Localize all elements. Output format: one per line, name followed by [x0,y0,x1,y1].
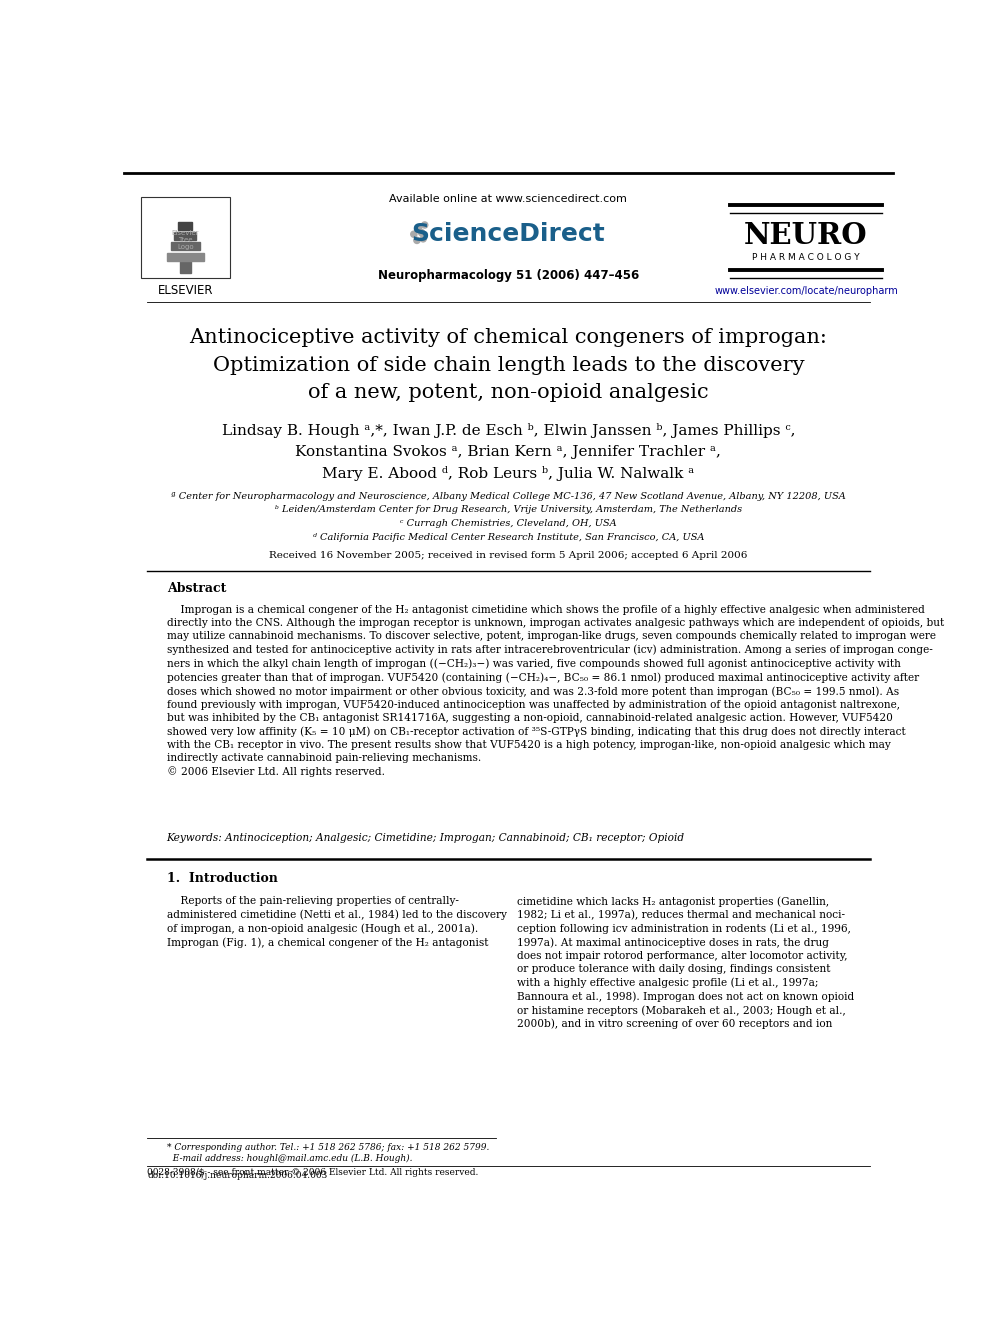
Circle shape [422,222,428,228]
Bar [141,197,230,278]
Text: NEURO: NEURO [744,221,868,250]
Circle shape [411,232,417,237]
Text: 1.  Introduction: 1. Introduction [167,872,278,885]
Text: Lindsay B. Hough ᵃ,*, Iwan J.P. de Esch ᵇ, Elwin Janssen ᵇ, James Phillips ᶜ,: Lindsay B. Hough ᵃ,*, Iwan J.P. de Esch … [221,423,796,438]
Bar [171,242,200,250]
Text: Abstract: Abstract [167,582,226,595]
Circle shape [414,237,420,243]
Text: ᶜ Curragh Chemistries, Cleveland, OH, USA: ᶜ Curragh Chemistries, Cleveland, OH, US… [400,519,617,528]
Bar [179,222,192,230]
Text: ᵈ California Pacific Medical Center Research Institute, San Francisco, CA, USA: ᵈ California Pacific Medical Center Rese… [312,533,704,542]
Text: ᵇ Leiden/Amsterdam Center for Drug Research, Vrije University, Amsterdam, The Ne: ᵇ Leiden/Amsterdam Center for Drug Resea… [275,505,742,515]
Bar [180,259,190,273]
Text: Received 16 November 2005; received in revised form 5 April 2006; accepted 6 Apr: Received 16 November 2005; received in r… [269,550,748,560]
Bar [167,254,203,261]
Circle shape [419,230,425,235]
Text: P H A R M A C O L O G Y: P H A R M A C O L O G Y [752,253,860,262]
Text: Improgan is a chemical congener of the H₂ antagonist cimetidine which shows the : Improgan is a chemical congener of the H… [167,606,943,777]
Text: Available online at www.sciencedirect.com: Available online at www.sciencedirect.co… [390,193,627,204]
Text: doi:10.1016/j.neuropharm.2006.04.003: doi:10.1016/j.neuropharm.2006.04.003 [147,1171,327,1180]
Bar [175,232,196,239]
Text: of a new, potent, non-opioid analgesic: of a new, potent, non-opioid analgesic [309,384,708,402]
Text: ScienceDirect: ScienceDirect [412,222,605,246]
Text: Antinociceptive activity of chemical congeners of improgan:: Antinociceptive activity of chemical con… [189,328,827,347]
Text: ª Center for Neuropharmacology and Neuroscience, Albany Medical College MC-136, : ª Center for Neuropharmacology and Neuro… [171,492,846,500]
Text: www.elsevier.com/locate/neuropharm: www.elsevier.com/locate/neuropharm [714,286,898,296]
Text: * Corresponding author. Tel.: +1 518 262 5786; fax: +1 518 262 5799.: * Corresponding author. Tel.: +1 518 262… [167,1143,489,1152]
Text: Elsevier
Tree
Logo: Elsevier Tree Logo [172,230,199,250]
Circle shape [416,225,422,232]
Text: Reports of the pain-relieving properties of centrally-
administered cimetidine (: Reports of the pain-relieving properties… [167,897,507,947]
Text: ELSEVIER: ELSEVIER [158,283,213,296]
Text: Optimization of side chain length leads to the discovery: Optimization of side chain length leads … [212,356,805,374]
Text: Konstantina Svokos ᵃ, Brian Kern ᵃ, Jennifer Trachler ᵃ,: Konstantina Svokos ᵃ, Brian Kern ᵃ, Jenn… [296,445,721,459]
Text: 0028-3908/$ - see front matter © 2006 Elsevier Ltd. All rights reserved.: 0028-3908/$ - see front matter © 2006 El… [147,1168,478,1176]
Text: cimetidine which lacks H₂ antagonist properties (Ganellin,
1982; Li et al., 1997: cimetidine which lacks H₂ antagonist pro… [517,897,854,1029]
Circle shape [420,235,427,242]
Text: Keywords: Antinociception; Analgesic; Cimetidine; Improgan; Cannabinoid; CB₁ rec: Keywords: Antinociception; Analgesic; Ci… [167,833,684,843]
Text: E-mail address: houghl@mail.amc.edu (L.B. Hough).: E-mail address: houghl@mail.amc.edu (L.B… [167,1154,412,1163]
Text: Neuropharmacology 51 (2006) 447–456: Neuropharmacology 51 (2006) 447–456 [378,270,639,282]
Text: Mary E. Abood ᵈ, Rob Leurs ᵇ, Julia W. Nalwalk ᵃ: Mary E. Abood ᵈ, Rob Leurs ᵇ, Julia W. N… [322,466,694,482]
